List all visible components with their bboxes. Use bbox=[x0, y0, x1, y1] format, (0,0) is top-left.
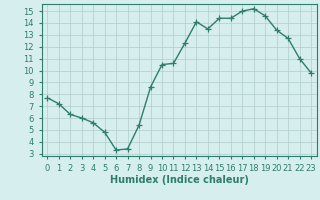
X-axis label: Humidex (Indice chaleur): Humidex (Indice chaleur) bbox=[110, 175, 249, 185]
